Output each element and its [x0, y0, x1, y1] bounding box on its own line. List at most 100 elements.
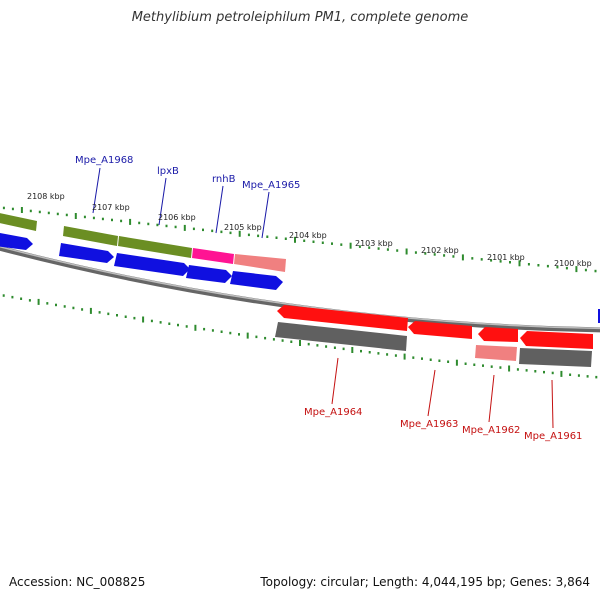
minor-tick	[211, 229, 214, 233]
minor-tick	[107, 312, 110, 316]
minor-tick	[203, 327, 206, 331]
minor-tick	[464, 362, 467, 365]
minor-tick	[272, 338, 275, 341]
cds-arrow-forward[interactable]	[230, 271, 283, 290]
minor-tick	[185, 325, 188, 328]
minor-tick	[569, 373, 572, 376]
minor-tick	[447, 360, 450, 363]
cds-arrow-reverse[interactable]	[408, 321, 472, 339]
minor-tick	[396, 249, 399, 252]
minor-tick	[377, 352, 380, 355]
minor-tick	[473, 363, 476, 366]
kbp-label: 2108 kbp	[27, 192, 65, 201]
map-title: Methylibium petroleiphilum PM1, complete…	[131, 10, 469, 25]
minor-tick	[229, 231, 232, 235]
minor-tick	[452, 255, 455, 258]
major-tick	[349, 242, 352, 249]
major-tick	[575, 266, 578, 273]
minor-tick	[537, 264, 540, 267]
minor-tick	[138, 221, 141, 225]
label-leader-lines	[92, 167, 554, 429]
gene-label[interactable]: rnhB	[212, 174, 236, 185]
minor-tick	[490, 365, 493, 368]
minor-tick	[414, 251, 417, 254]
minor-tick	[156, 223, 159, 227]
major-tick	[183, 224, 186, 231]
gene-label[interactable]: Mpe_A1964	[304, 407, 362, 418]
minor-tick	[165, 224, 168, 228]
minor-tick	[421, 357, 423, 360]
gene-label[interactable]: Mpe_A1968	[75, 155, 133, 166]
gene-block[interactable]	[63, 226, 118, 246]
minor-tick	[174, 225, 177, 229]
major-tick	[299, 340, 301, 346]
minor-tick	[38, 210, 41, 214]
gene-label[interactable]: Mpe_A1962	[462, 425, 520, 436]
gene-block[interactable]	[0, 212, 37, 231]
gene-label[interactable]: Mpe_A1965	[242, 180, 300, 191]
minor-tick	[124, 315, 127, 318]
cds-arrow-forward[interactable]	[0, 232, 33, 250]
minor-tick	[55, 303, 57, 307]
major-tick	[194, 324, 197, 331]
minor-tick	[275, 236, 278, 239]
minor-tick	[443, 254, 446, 257]
minor-tick	[133, 316, 136, 320]
major-tick	[351, 347, 354, 353]
gene-label[interactable]: lpxB	[157, 166, 179, 177]
accession-text: Accession: NC_008825	[9, 575, 146, 589]
minor-tick	[92, 216, 95, 220]
minor-tick	[56, 212, 59, 216]
major-tick	[37, 298, 40, 305]
gene-labels-reverse: Mpe_A1964 Mpe_A1963 Mpe_A1962 Mpe_A1961	[304, 407, 582, 442]
minor-tick	[551, 371, 554, 375]
major-tick	[20, 207, 23, 213]
cds-arrow-forward[interactable]	[59, 243, 114, 263]
minor-tick	[471, 257, 474, 260]
cds-arrow-reverse[interactable]	[520, 331, 593, 349]
gene-block[interactable]	[118, 236, 192, 258]
minor-tick	[220, 330, 223, 333]
minor-tick	[192, 227, 195, 231]
kbp-labels: 2108 kbp 2107 kbp 2106 kbp 2105 kbp 2104…	[27, 192, 592, 268]
minor-tick	[429, 358, 432, 361]
minor-tick	[577, 374, 580, 377]
major-tick	[74, 213, 77, 219]
minor-tick	[480, 258, 483, 261]
rna-block[interactable]	[192, 248, 234, 264]
minor-tick	[20, 297, 23, 300]
minor-tick	[509, 261, 511, 264]
reverse-gene-track	[275, 322, 592, 367]
gene-block[interactable]	[519, 348, 592, 367]
minor-tick	[29, 209, 32, 213]
minor-tick	[312, 240, 315, 243]
cds-arrow-reverse[interactable]	[277, 305, 408, 331]
minor-tick	[266, 235, 269, 238]
cds-arrow-reverse[interactable]	[478, 327, 518, 342]
misc-feature-block[interactable]	[234, 254, 286, 272]
gene-labels-forward: Mpe_A1968 lpxB rnhB Mpe_A1965	[75, 155, 300, 191]
gene-label[interactable]: Mpe_A1961	[524, 431, 582, 442]
major-tick	[142, 316, 145, 323]
minor-tick	[424, 252, 427, 255]
minor-tick	[316, 344, 319, 347]
cds-arrow-forward[interactable]	[186, 265, 232, 283]
minor-tick	[2, 294, 5, 297]
minor-tick	[331, 242, 333, 245]
cds-arrow-forward[interactable]	[114, 253, 190, 276]
genome-backbone-highlight	[0, 245, 600, 330]
minor-tick	[386, 353, 389, 356]
minor-tick	[490, 259, 493, 262]
minor-tick	[412, 356, 415, 359]
minor-tick	[28, 299, 31, 302]
misc-feature-block[interactable]	[475, 345, 517, 361]
minor-tick	[377, 247, 380, 250]
minor-tick	[595, 375, 598, 379]
reverse-cds-track	[277, 305, 593, 349]
forward-gene-track	[0, 212, 286, 272]
major-tick	[518, 260, 521, 267]
gene-label[interactable]: Mpe_A1963	[400, 419, 458, 430]
minor-tick	[534, 370, 537, 373]
gene-block[interactable]	[275, 322, 407, 351]
